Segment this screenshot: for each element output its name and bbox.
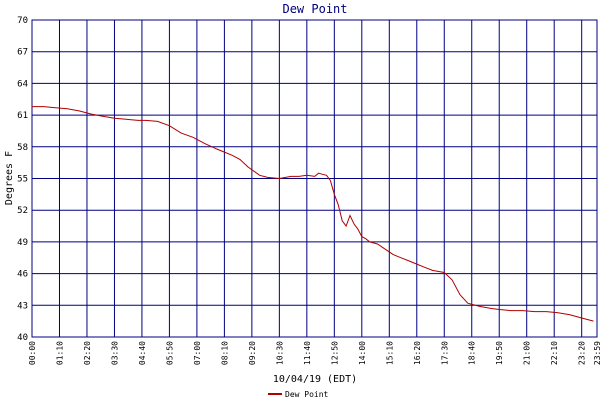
x-tick-label: 11:40 [303,341,312,365]
y-tick-label: 70 [17,16,28,26]
y-tick-label: 58 [17,143,28,153]
x-tick-label: 12:50 [330,341,339,365]
x-tick-label: 03:30 [110,341,119,365]
x-tick-label: 01:10 [55,341,64,365]
y-tick-label: 61 [17,111,28,121]
x-tick-label: 00:00 [28,341,37,365]
legend-label-dew-point: Dew Point [285,390,329,399]
x-tick-label: 08:10 [220,341,229,365]
y-tick-label: 64 [17,79,28,89]
x-tick-label: 19:50 [495,341,504,365]
x-tick-label: 18:40 [468,341,477,365]
x-tick-label: 23:20 [578,341,587,365]
x-tick-label: 21:00 [523,341,532,365]
chart-title: Dew Point [282,2,347,16]
x-axis-tick-labels: 00:00 01:10 02:20 03:30 04:40 05:50 07:00 08:10… [28,341,600,365]
x-axis-label: 10/04/19 (EDT) [273,374,357,385]
x-tick-label: 04:40 [138,341,147,365]
x-tick-label: 17:30 [440,341,449,365]
x-tick-label: 02:20 [83,341,92,365]
y-tick-label: 67 [17,48,28,58]
y-axis-label: Degrees F [4,151,15,205]
x-tick-label: 23:59 [593,341,600,365]
x-tick-label: 09:20 [248,341,257,365]
y-tick-label: 43 [17,301,28,311]
x-tick-label: 14:00 [358,341,367,365]
y-tick-label: 40 [17,333,28,343]
x-tick-label: 16:20 [413,341,422,365]
x-tick-label: 07:00 [193,341,202,365]
y-axis-tick-labels: 40 43 46 49 52 55 58 61 64 67 70 [17,16,28,343]
x-tick-label: 22:10 [550,341,559,365]
x-tick-label: 10:30 [275,341,284,365]
y-tick-label: 49 [17,238,28,248]
y-tick-label: 52 [17,206,28,216]
y-tick-label: 46 [17,270,28,280]
y-tick-label: 55 [17,175,28,185]
series-line-dew-point [32,106,594,322]
x-tick-label: 15:10 [385,341,394,365]
x-tick-label: 05:50 [165,341,174,365]
legend: Dew Point [268,390,329,399]
grid-lines [31,19,598,338]
